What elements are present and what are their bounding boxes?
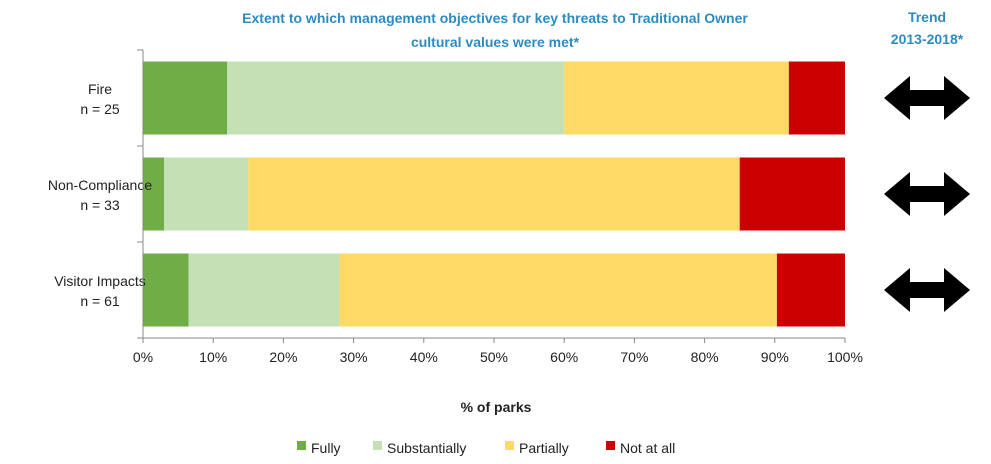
legend-swatch [505,441,514,450]
category-label: Non-Compliance [48,177,152,193]
x-axis-title: % of parks [461,399,532,415]
x-tick-label: 30% [340,349,368,365]
legend-label: Fully [311,440,341,456]
x-tick-label: 0% [133,349,153,365]
bar-segment-partially [564,61,789,135]
x-tick-label: 90% [761,349,789,365]
category-n-label: n = 25 [80,101,120,117]
double-headed-arrow-icon [884,268,970,312]
chart-title: Extent to which management objectives fo… [200,6,790,54]
legend-swatch [373,441,382,450]
legend-swatch [606,441,615,450]
x-tick-label: 40% [410,349,438,365]
legend-swatch [297,441,306,450]
category-n-label: n = 61 [80,293,120,309]
legend-label: Substantially [387,440,466,456]
x-tick-label: 80% [691,349,719,365]
trend-header: Trend 2013-2018* [866,6,988,50]
x-tick-label: 70% [620,349,648,365]
x-tick-label: 60% [550,349,578,365]
bar-segment-fully [143,253,189,327]
x-tick-label: 10% [199,349,227,365]
category-n-label: n = 33 [80,197,120,213]
bar-segment-fully [143,157,165,231]
bar-segment-partially [248,157,740,231]
bar-segment-partially [339,253,777,327]
x-tick-label: 100% [827,349,863,365]
legend-label: Not at all [620,440,675,456]
category-label: Visitor Impacts [54,273,146,289]
trend-header-line-2: 2013-2018* [890,31,964,47]
double-headed-arrow-icon [884,76,970,120]
chart-title-line-1: Extent to which management objectives fo… [242,10,748,26]
legend-label: Partially [519,440,569,456]
bar-segment-not-at-all [776,253,845,327]
chart-title-line-2: cultural values were met* [410,34,580,50]
bar-segment-substantially [188,253,340,327]
bar-segment-substantially [164,157,249,231]
bar-segment-not-at-all [739,157,845,231]
double-headed-arrow-icon [884,172,970,216]
trend-header-line-1: Trend [907,9,947,25]
bar-segment-fully [143,61,228,135]
x-tick-label: 50% [480,349,508,365]
bar-segment-substantially [227,61,565,135]
category-label: Fire [88,81,112,97]
x-tick-label: 20% [269,349,297,365]
bar-segment-not-at-all [788,61,845,135]
